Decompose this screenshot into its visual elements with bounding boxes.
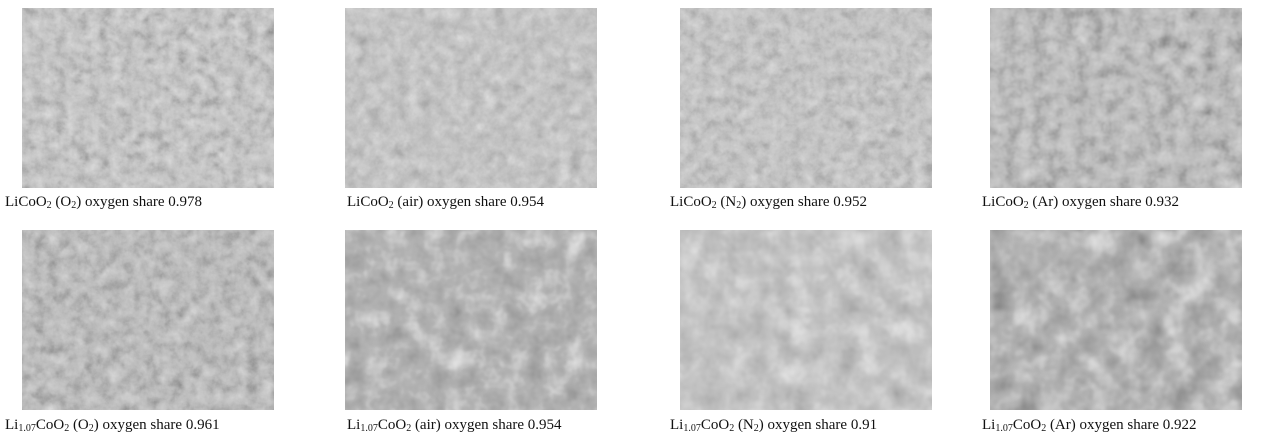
sem-image (990, 8, 1242, 188)
caption-text: LiCoO (347, 194, 389, 210)
texture (345, 8, 597, 188)
caption-text: Li (347, 417, 360, 433)
caption-text: LiCoO (982, 194, 1024, 210)
caption-text: ) oxygen share 0.978 (76, 194, 202, 210)
sem-image (345, 230, 597, 410)
sem-image (345, 8, 597, 188)
caption-text: (N (717, 194, 737, 210)
caption-text: (Ar) oxygen share 0.932 (1029, 194, 1179, 210)
caption: Li1.07CoO2 (O2) oxygen share 0.961 (5, 417, 220, 434)
caption-text: (air) oxygen share 0.954 (394, 194, 544, 210)
sem-image (680, 8, 932, 188)
caption-subscript: 1.07 (683, 423, 701, 434)
texture (22, 8, 274, 188)
caption: LiCoO2 (N2) oxygen share 0.952 (670, 194, 867, 211)
texture (345, 230, 597, 410)
caption-text: CoO (1013, 417, 1041, 433)
figure: LiCoO2 (O2) oxygen share 0.978 LiCoO2 (a… (0, 0, 1284, 447)
caption-text: LiCoO (670, 194, 712, 210)
sem-image (680, 230, 932, 410)
caption-text: ) oxygen share 0.961 (94, 417, 220, 433)
caption-text: (O (69, 417, 89, 433)
caption-text: (air) oxygen share 0.954 (411, 417, 561, 433)
caption: Li1.07CoO2 (air) oxygen share 0.954 (347, 417, 562, 434)
caption: LiCoO2 (air) oxygen share 0.954 (347, 194, 544, 211)
texture (680, 8, 932, 188)
caption-text: ) oxygen share 0.91 (759, 417, 877, 433)
caption-text: LiCoO (5, 194, 47, 210)
caption-text: Li (5, 417, 18, 433)
caption-text: CoO (36, 417, 64, 433)
sem-image (990, 230, 1242, 410)
texture (680, 230, 932, 410)
caption-subscript: 1.07 (360, 423, 378, 434)
caption-text: CoO (701, 417, 729, 433)
caption-text: CoO (378, 417, 406, 433)
caption-subscript: 1.07 (995, 423, 1013, 434)
caption-subscript: 1.07 (18, 423, 36, 434)
texture (990, 8, 1242, 188)
caption: Li1.07CoO2 (N2) oxygen share 0.91 (670, 417, 877, 434)
texture (990, 230, 1242, 410)
caption-text: Li (982, 417, 995, 433)
sem-image (22, 230, 274, 410)
texture (22, 230, 274, 410)
caption: LiCoO2 (Ar) oxygen share 0.932 (982, 194, 1179, 211)
caption-text: (O (52, 194, 72, 210)
caption-text: (N (734, 417, 754, 433)
caption: Li1.07CoO2 (Ar) oxygen share 0.922 (982, 417, 1197, 434)
caption-text: (Ar) oxygen share 0.922 (1046, 417, 1196, 433)
caption-text: ) oxygen share 0.952 (741, 194, 867, 210)
sem-image (22, 8, 274, 188)
caption: LiCoO2 (O2) oxygen share 0.978 (5, 194, 202, 211)
caption-text: Li (670, 417, 683, 433)
